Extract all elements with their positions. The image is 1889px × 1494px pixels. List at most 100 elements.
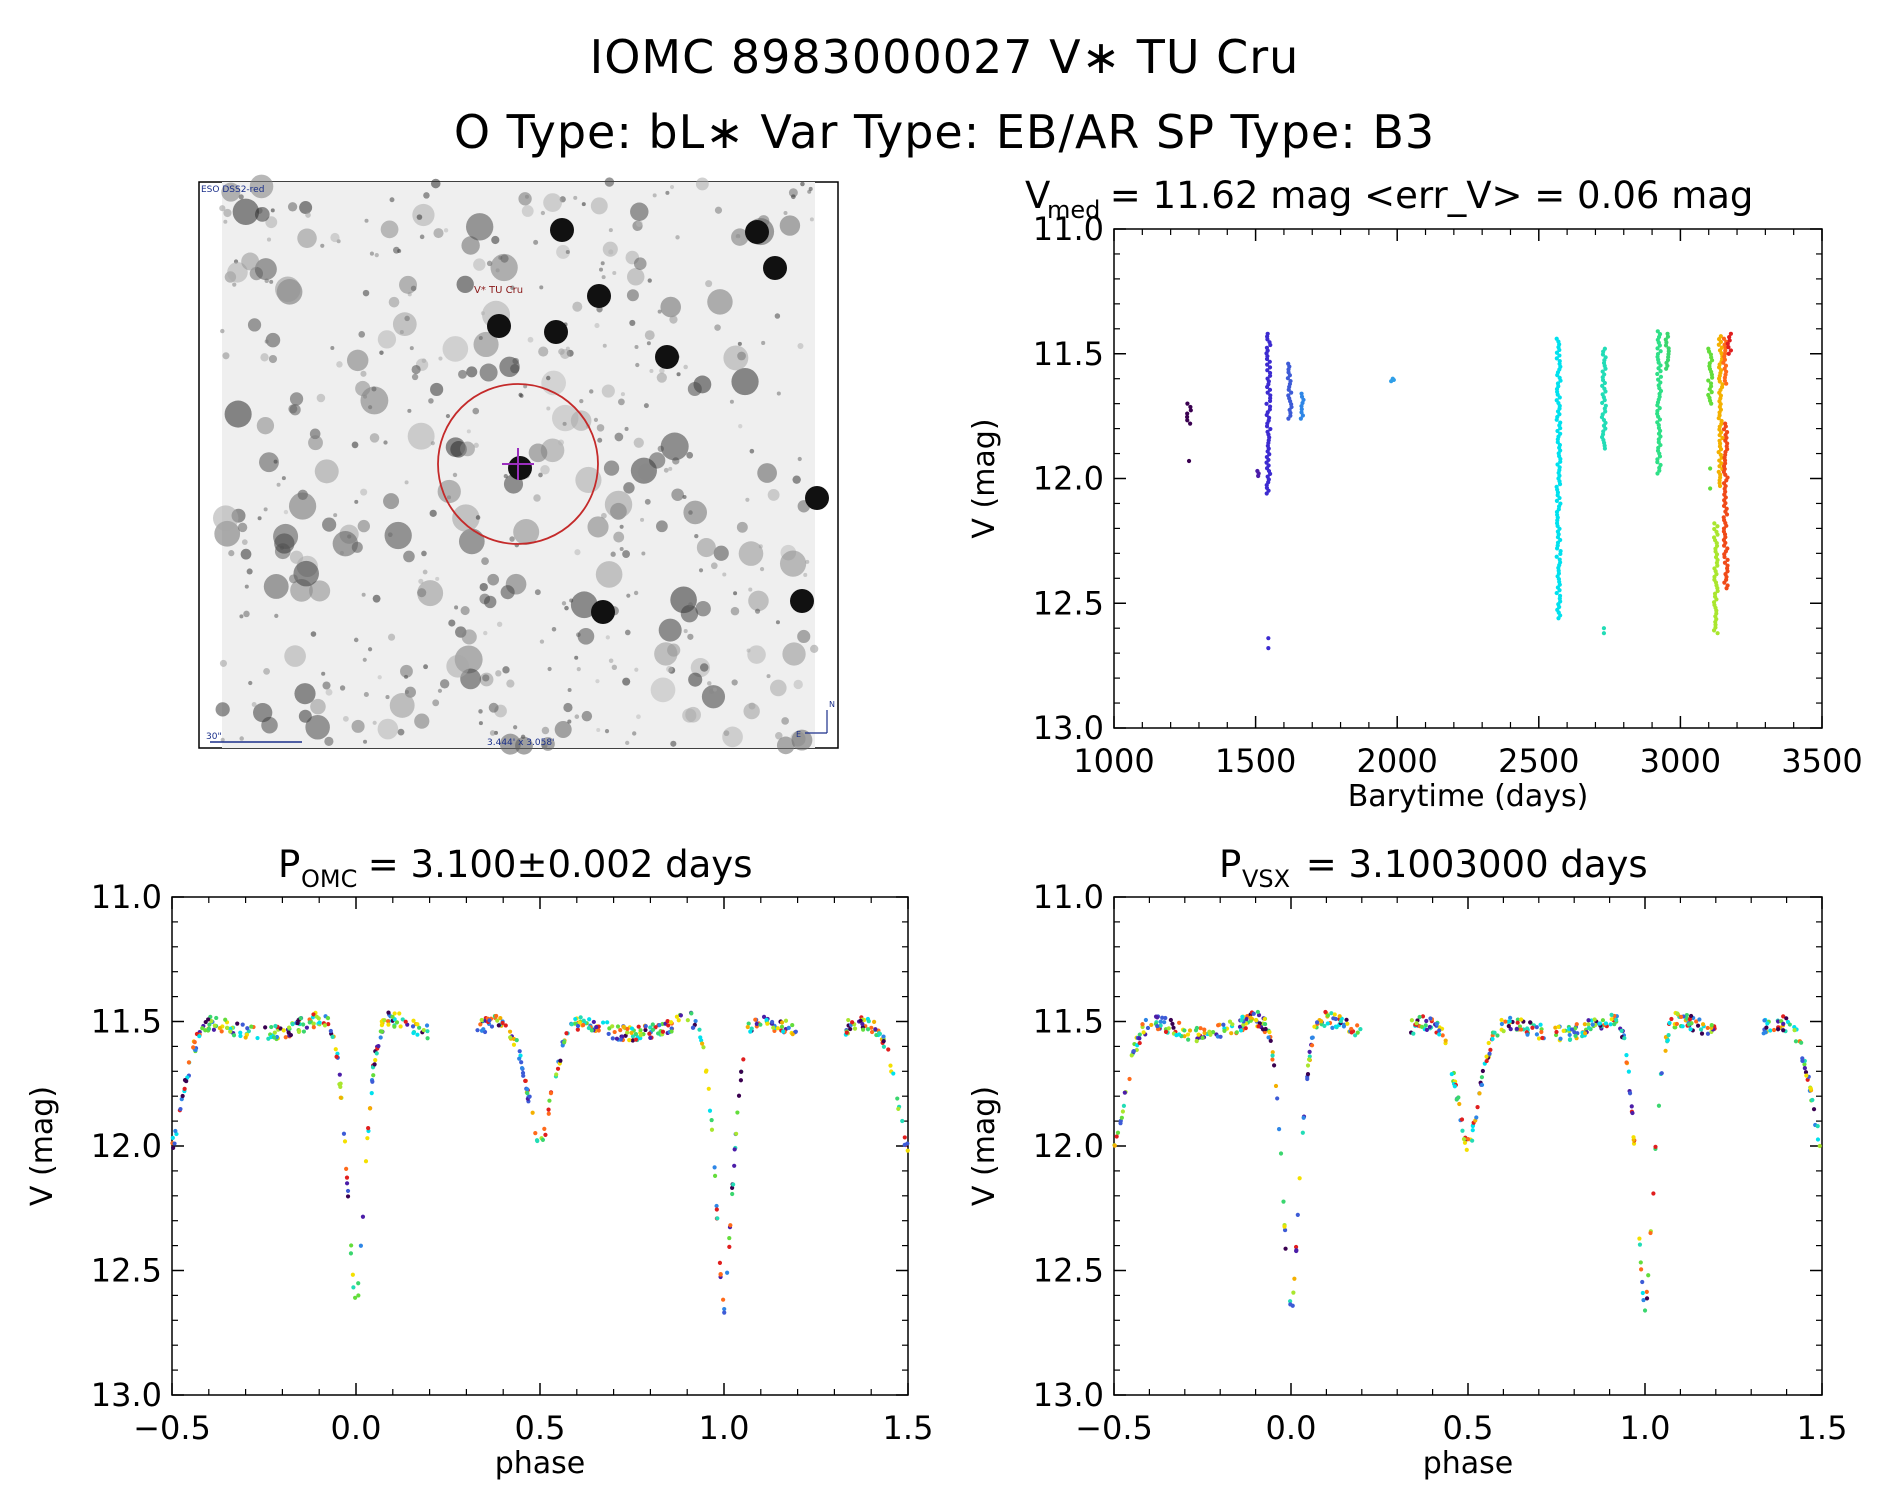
phase-point [1163,1015,1168,1021]
phase-point [295,1021,300,1026]
phase-point [1503,1019,1508,1024]
phase-point [786,1025,791,1030]
phase-point [775,1026,780,1031]
phase-point [1631,1141,1637,1146]
finder-star [435,576,440,581]
finder-star [573,195,578,200]
lightcurve-point [1722,375,1727,380]
lightcurve-point [1665,334,1671,339]
finder-star-bright [487,314,511,338]
finder-star [646,341,651,346]
phase-point [1171,1025,1176,1030]
phase-point [714,1203,719,1209]
finder-star [669,184,675,190]
finder-star [270,208,275,213]
phase-point [243,1035,248,1040]
finder-star [748,587,753,592]
phase-point [530,1110,535,1115]
phase-point [1762,1018,1767,1023]
finder-star [238,194,244,200]
phase-point [421,1028,426,1033]
phase-point [1515,1020,1520,1025]
x-tick-label: 1.0 [1620,1409,1671,1447]
finder-star-bright [790,589,814,613]
phase-point [712,1173,718,1178]
finder-star [577,627,595,645]
phase-point [1112,1143,1117,1148]
finder-star [599,267,604,272]
phase-point [578,1015,583,1020]
finder-star [222,352,230,360]
finder-star [456,275,474,294]
phase-point [1530,1025,1535,1030]
finder-star [353,637,359,643]
phase-point [698,1035,703,1040]
phase-point [498,1015,503,1021]
x-axis-label: phase [1423,1446,1514,1481]
phase-point [761,1014,767,1019]
phase-point [1787,1022,1792,1027]
lightcurve-point [1554,554,1559,559]
finder-star [601,512,607,519]
finder-star [604,490,633,519]
phase-point [1349,1030,1354,1035]
finder-star [383,493,400,510]
finder-star [263,574,289,599]
phase-point [596,1028,601,1033]
finder-star [793,679,803,690]
finder-star [595,679,600,684]
phase-point [881,1039,886,1044]
finder-star [439,679,450,689]
phase-point [633,1031,639,1037]
phase-point [700,1041,705,1046]
phase-point [891,1071,896,1076]
phase-vsx-panel: P VSX = 3.1003000 days −0.5 0.0 0.5 1.0 1.5 1… [967,843,1847,1481]
lightcurve-point [1724,586,1729,591]
phase-point [307,1020,312,1025]
finder-star [414,713,430,729]
lightcurve-point [1186,458,1192,464]
lightcurve-point [1558,378,1563,383]
phase-point [192,1040,197,1045]
lightcurve-point [1188,408,1193,413]
phase-point [546,1107,551,1112]
phase-point [902,1135,907,1140]
finder-star [707,289,733,315]
phase-point [1638,1260,1643,1265]
finder-star [656,372,667,383]
lightcurve-panel: V med = 11.62 mag <err_V> = 0.06 mag 100… [967,174,1863,814]
phase-point [1424,1027,1430,1033]
phase-point [577,1020,582,1025]
phase-point [1609,1012,1614,1018]
phase-point [1600,1018,1606,1023]
phase-point [1811,1107,1817,1112]
finder-star [264,278,269,283]
phase-point [1479,1082,1485,1088]
phase-point [1705,1031,1711,1036]
phase-point [178,1106,183,1112]
phase-point [1443,1038,1448,1043]
finder-star [241,252,260,271]
lightcurve-point [1602,380,1607,386]
phase-point [1355,1023,1360,1028]
phase-point [317,1020,322,1025]
phase-point [311,1025,316,1030]
finder-star [600,261,605,266]
finder-star [500,585,515,600]
finder-star [625,740,630,746]
finder-star [649,368,654,374]
lightcurve-point [1603,409,1608,414]
target-circle [437,383,599,545]
plot-frame [1113,228,1823,729]
compass-east-label: E [796,730,801,739]
finder-star [669,315,678,324]
lightcurve-point [1602,446,1608,451]
finder-star [265,216,278,229]
lightcurve-point [1725,341,1730,346]
finder-star [289,392,304,406]
finder-star [587,516,609,538]
x-tick-label: 1000 [1073,742,1154,780]
phase-point [1216,1023,1221,1028]
finder-star [479,363,498,382]
phase-point [691,1025,696,1030]
